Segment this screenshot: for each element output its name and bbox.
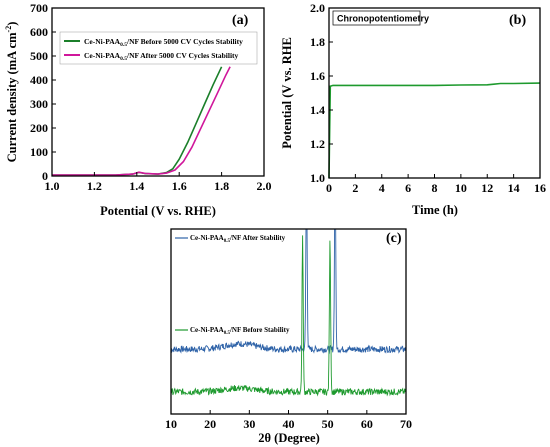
panel-a-label: (a): [232, 13, 249, 28]
panel-a-frame: [51, 7, 265, 177]
panel-c-legend-after-text: Ce-Ni-PAA0.5/NF After Stability: [190, 234, 286, 244]
panel-b-x-tick-label: 12: [481, 181, 493, 195]
panel-b-x-axis-label: Time (h): [412, 203, 458, 217]
panel-c-x-tick-label: 10: [165, 417, 177, 431]
panel-a-y-tick-label: 600: [30, 25, 48, 39]
panel-c-frame: [170, 228, 407, 415]
panel-b-frame: [328, 7, 541, 179]
panel-a-y-axis-label: Current density (mA cm-2): [4, 22, 19, 163]
panel-c-series-before: [171, 235, 406, 397]
panel-b-x-tick-label: 6: [405, 181, 411, 195]
panel-c-x-tick-label: 50: [322, 417, 334, 431]
panel-b-x-tick-label: 4: [379, 181, 385, 195]
panel-a-y-tick-label: 0: [42, 169, 48, 183]
panel-c-legend-after: Ce-Ni-PAA0.5/NF After Stability: [175, 234, 286, 244]
panel-a-x-tick-label: 1.2: [87, 179, 102, 193]
panel-b-x-tick-label: 14: [508, 181, 520, 195]
panel-a-y-tick-label: 100: [30, 145, 48, 159]
panel-b-x-tick-label: 10: [455, 181, 467, 195]
panel-a-y-tick-label: 400: [30, 73, 48, 87]
panel-b-label: (b): [509, 13, 526, 28]
panel-c-series-group: [171, 229, 406, 397]
panel-a-x-tick-label: 1.6: [172, 179, 187, 193]
panel-c-x-axis-label: 2θ (Degree): [258, 431, 319, 445]
panel-c-x-tick-label: 30: [243, 417, 255, 431]
panel-b-y-tick-label: 1.4: [310, 103, 325, 117]
panel-a-polarization-chart: 1.0 1.2 1.4 1.6 1.8 2.0 0 100 200 300 400 500 600 700…: [4, 1, 272, 218]
panel-b-x-tick-label: 8: [432, 181, 438, 195]
panel-a-legend-box: [59, 31, 258, 65]
panel-a-y-tick-label: 700: [30, 1, 48, 15]
panel-a-x-tick-label: 1.8: [214, 179, 229, 193]
panel-c-xrd-chart: 10 20 30 40 50 60 70 (c) Ce-Ni-PAA0.5/NF After…: [165, 228, 412, 445]
panel-b-series-group: [328, 82, 541, 179]
panel-a-x-tick-label: 1.4: [129, 179, 144, 193]
panel-b-y-tick-label: 1.6: [310, 69, 325, 83]
panel-c-legend-before-text: Ce-Ni-PAA0.5/NF Before Stability: [190, 326, 290, 336]
panel-a-x-tick-label: 1.0: [45, 179, 60, 193]
panel-b-y-tick-label: 1.2: [310, 137, 325, 151]
panel-a-y-tick-label: 500: [30, 49, 48, 63]
panel-a-y-tick-label: 300: [30, 97, 48, 111]
panel-b-series: [328, 82, 541, 179]
panel-c-x-tick-label: 70: [400, 417, 412, 431]
panel-c-legend-before: Ce-Ni-PAA0.5/NF Before Stability: [175, 326, 290, 336]
panel-b-chronopotentiometry-chart: 0 2 4 6 8 10 12 14 16 1.0 1.2 1.4 1.6 1.8 2.0 Chronopo…: [280, 1, 546, 217]
panel-a-x-tick-label: 2.0: [257, 179, 272, 193]
panel-c-x-tick-label: 20: [204, 417, 216, 431]
panel-b-y-axis-label: Potential (V vs. RHE: [280, 37, 294, 149]
panel-b-y-tick-label: 2.0: [310, 1, 325, 15]
panel-a-legend-before: Ce-Ni-PAA0.5/NF Before 5000 CV Cycles St…: [84, 37, 243, 48]
panel-b-title-box: [332, 10, 421, 26]
panel-b-x-tick-label: 0: [326, 181, 332, 195]
panel-a-legend-after: Ce-Ni-PAA0.5/NF After 5000 CV Cycles Sta…: [84, 51, 239, 62]
panel-a-series-before: [52, 66, 223, 176]
panel-c-x-tick-label: 40: [283, 417, 295, 431]
panel-b-x-tick-label: 2: [352, 181, 358, 195]
panel-c-series-after: [171, 229, 406, 355]
panel-a-series-group: [52, 66, 231, 176]
panel-c-x-tick-label: 60: [361, 417, 373, 431]
panel-a-x-axis-label: Potential (V vs. RHE): [100, 204, 216, 218]
panel-c-label: (c): [386, 231, 402, 246]
panel-a-legend: Ce-Ni-PAA0.5/NF Before 5000 CV Cycles St…: [59, 31, 258, 65]
panel-a-y-tick-label: 200: [30, 121, 48, 135]
panel-b-y-tick-label: 1.8: [310, 35, 325, 49]
panel-a-series-after: [52, 66, 231, 176]
panel-b-x-tick-label: 16: [534, 181, 546, 195]
panel-b-title: Chronopotentiometry: [337, 14, 429, 24]
panel-b-y-tick-label: 1.0: [310, 171, 325, 185]
